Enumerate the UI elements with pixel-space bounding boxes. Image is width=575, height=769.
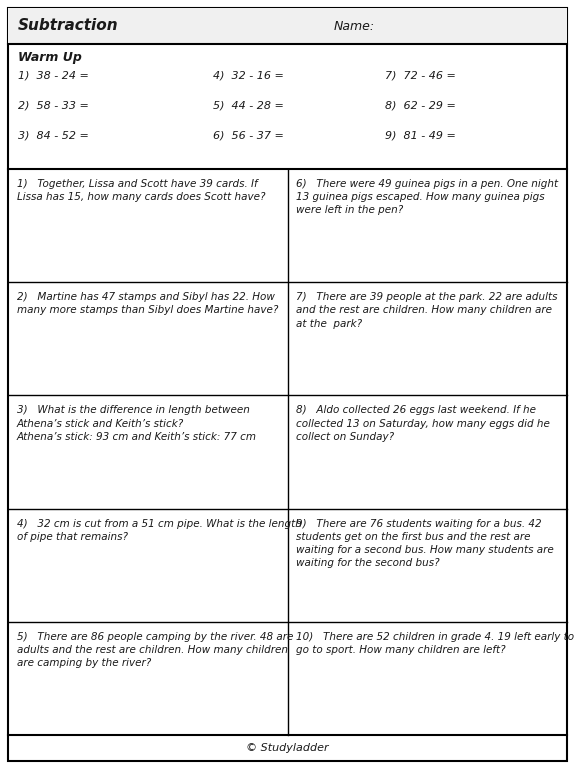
Text: 7)  72 - 46 =: 7) 72 - 46 =: [385, 71, 456, 81]
Text: 5)  44 - 28 =: 5) 44 - 28 =: [213, 101, 283, 111]
Text: 8)  62 - 29 =: 8) 62 - 29 =: [385, 101, 456, 111]
Text: © Studyladder: © Studyladder: [246, 743, 329, 753]
Text: 4)  32 - 16 =: 4) 32 - 16 =: [213, 71, 283, 81]
Text: Warm Up: Warm Up: [18, 52, 82, 65]
Text: Name:: Name:: [334, 19, 375, 32]
Bar: [8, 8, 567, 44]
Text: 4)   32 cm is cut from a 51 cm pipe. What is the length
of pipe that remains?: 4) 32 cm is cut from a 51 cm pipe. What …: [17, 518, 302, 542]
Text: 9)  81 - 49 =: 9) 81 - 49 =: [385, 131, 456, 141]
Text: 1)  38 - 24 =: 1) 38 - 24 =: [18, 71, 89, 81]
Text: 6)   There were 49 guinea pigs in a pen. One night
13 guinea pigs escaped. How m: 6) There were 49 guinea pigs in a pen. O…: [297, 179, 559, 215]
Text: Subtraction: Subtraction: [18, 18, 118, 34]
Text: 7)   There are 39 people at the park. 22 are adults
and the rest are children. H: 7) There are 39 people at the park. 22 a…: [297, 292, 558, 328]
Text: 3)  84 - 52 =: 3) 84 - 52 =: [18, 131, 89, 141]
Text: 5)   There are 86 people camping by the river. 48 are
adults and the rest are ch: 5) There are 86 people camping by the ri…: [17, 632, 293, 668]
Text: 1)   Together, Lissa and Scott have 39 cards. If
Lissa has 15, how many cards do: 1) Together, Lissa and Scott have 39 car…: [17, 179, 266, 202]
Text: 2)   Martine has 47 stamps and Sibyl has 22. How
many more stamps than Sibyl doe: 2) Martine has 47 stamps and Sibyl has 2…: [17, 292, 278, 315]
Text: 9)   There are 76 students waiting for a bus. 42
students get on the first bus a: 9) There are 76 students waiting for a b…: [297, 518, 554, 568]
Text: 2)  58 - 33 =: 2) 58 - 33 =: [18, 101, 89, 111]
Text: 10)   There are 52 children in grade 4. 19 left early to
go to sport. How many c: 10) There are 52 children in grade 4. 19…: [297, 632, 574, 655]
Text: 6)  56 - 37 =: 6) 56 - 37 =: [213, 131, 283, 141]
Text: 8)   Aldo collected 26 eggs last weekend. If he
collected 13 on Saturday, how ma: 8) Aldo collected 26 eggs last weekend. …: [297, 405, 550, 442]
Text: 3)   What is the difference in length between
Athena’s stick and Keith’s stick?
: 3) What is the difference in length betw…: [17, 405, 257, 442]
